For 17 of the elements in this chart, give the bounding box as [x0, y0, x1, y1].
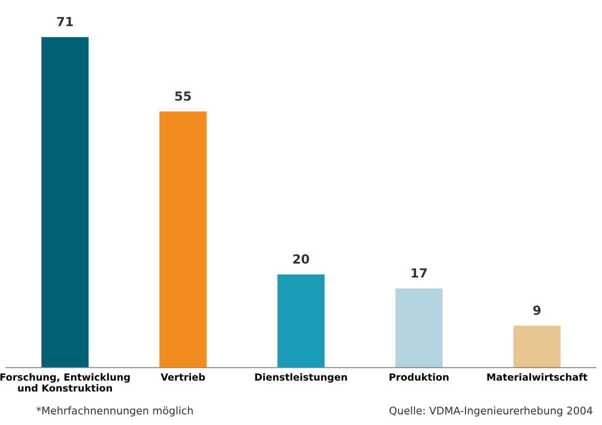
x-tick-label: Produktion	[390, 373, 448, 381]
x-tick-label: Dienstleistungen	[255, 373, 347, 383]
data-label: 9	[533, 306, 541, 315]
data-label: 20	[293, 254, 310, 264]
bar	[395, 288, 443, 368]
bar	[277, 274, 325, 368]
bar	[513, 326, 561, 368]
source-note: Quelle: VDMA-Ingenieurerhebung 2004	[390, 406, 592, 416]
bar	[159, 112, 207, 368]
text: *Mehrfachnennungen möglich	[36, 406, 193, 416]
bar	[41, 37, 89, 368]
data-label: 71	[57, 17, 73, 26]
x-tick-label: Forschung, Entwicklung und Konstruktion	[0, 373, 130, 392]
x-tick-label: Materialwirtschaft	[487, 373, 588, 381]
data-label: 55	[175, 92, 191, 101]
data-label: 17	[412, 268, 427, 278]
x-tick-label: Vertrieb	[160, 373, 205, 381]
